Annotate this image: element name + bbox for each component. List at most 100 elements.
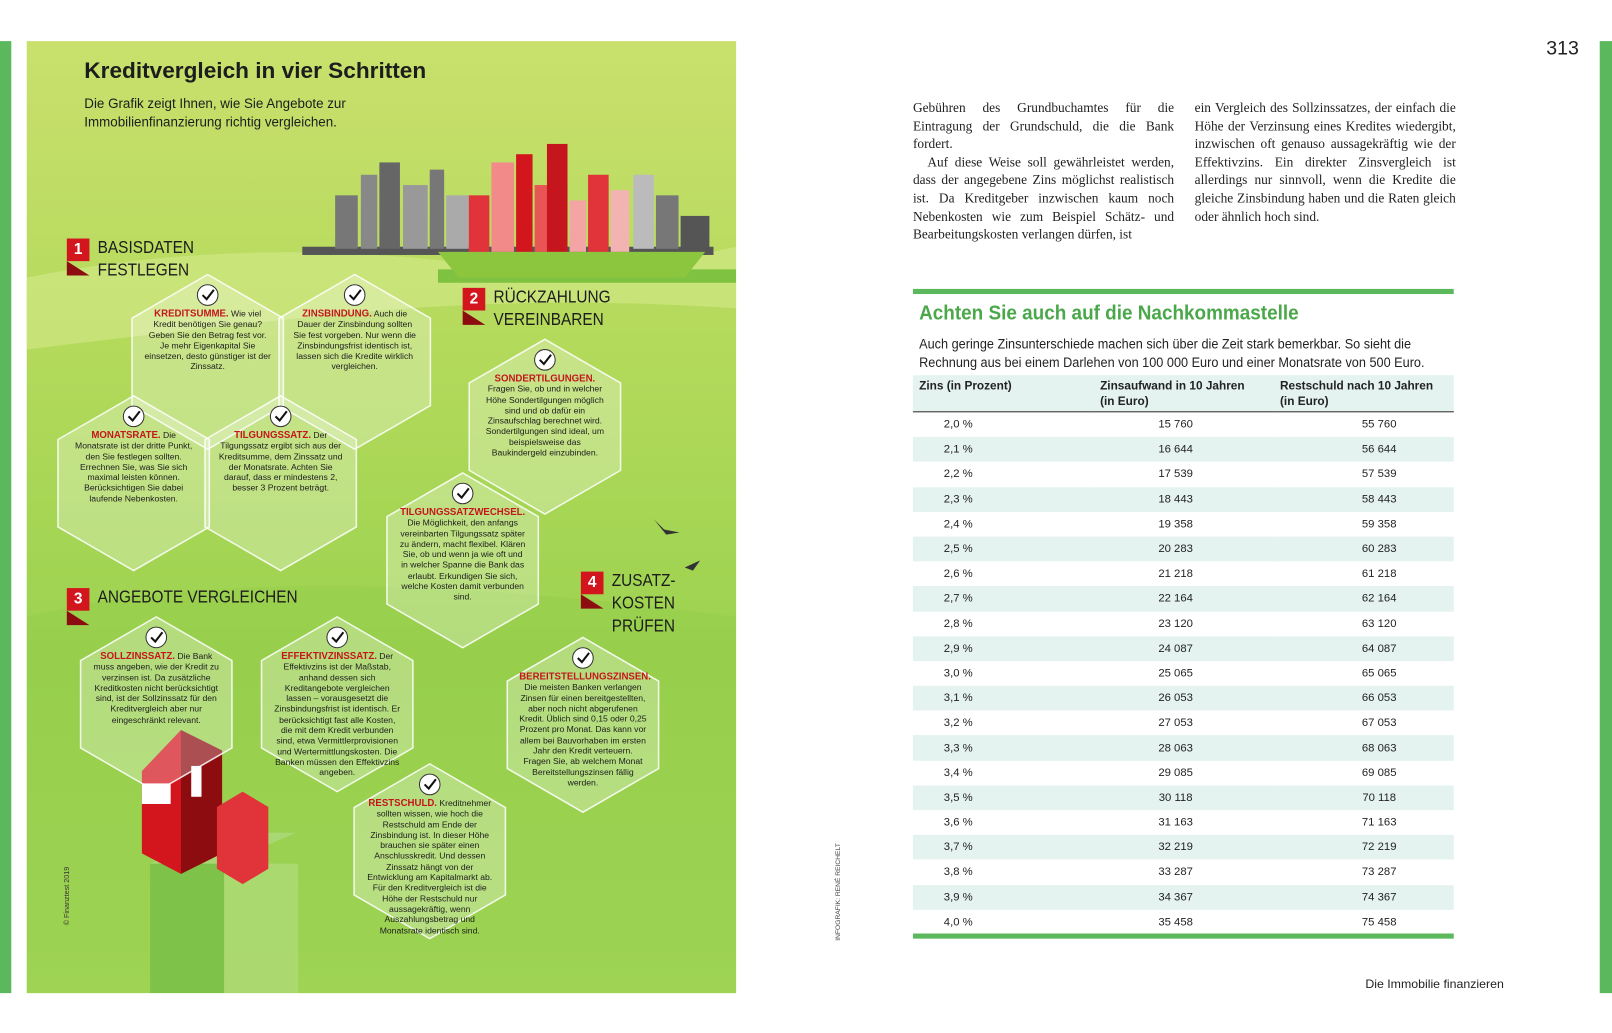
step-line: ZUSATZ- — [611, 570, 676, 591]
page-number: 313 — [1546, 38, 1579, 60]
hex-text: TILGUNGSSATZWECHSEL. Die Möglichkeit, de… — [399, 506, 526, 602]
table-row: 2,1 % 16 644 56 644 — [912, 437, 1454, 463]
table-cell: 64 087 — [1273, 636, 1454, 661]
hex-text: ZINSBINDUNG. Auch die Dauer der Zinsbind… — [291, 308, 418, 372]
check-circle — [343, 284, 366, 306]
table-cell: 23 120 — [1158, 617, 1193, 630]
table-cell: 2,8 % — [943, 617, 973, 630]
table-row: 3,9 % 34 367 74 367 — [912, 884, 1454, 910]
header-line: Restschuld nach 10 Jahren — [1279, 380, 1434, 393]
hexagon — [79, 615, 233, 793]
infographic-title: Kreditvergleich in vier Schritten — [84, 57, 427, 84]
table-cell: 2,9 % — [912, 636, 1094, 661]
step-text: ANGEBOTE VERGLEICHEN — [98, 586, 298, 609]
table-cell: 68 063 — [1273, 735, 1454, 761]
table-cell: 70 118 — [1273, 785, 1454, 811]
hexagon — [353, 762, 507, 940]
hexagon — [260, 615, 414, 793]
paragraph: Gebühren des Grundbuchamtes für die Eint… — [912, 99, 1175, 152]
table-cell: 2,6 % — [943, 567, 973, 581]
table-row: 2,0 % 15 760 55 760 — [913, 412, 1454, 437]
hexagon — [506, 636, 660, 814]
check-mark — [423, 778, 437, 791]
check-circle — [326, 626, 349, 649]
hex-text: BEREITSTELLUNGSZINSEN. Die meisten Banke… — [519, 671, 651, 788]
table-cell: 17 539 — [1158, 468, 1193, 481]
header-line: Zinsaufwand in 10 Jahren — [1100, 380, 1245, 393]
check-mark — [456, 487, 470, 500]
check-mark — [201, 289, 215, 301]
table-cell: 74 367 — [1273, 884, 1454, 910]
hex-label: SOLLZINSSATZ. — [100, 649, 176, 662]
city-skyline — [302, 143, 714, 278]
table-cell: 67 053 — [1361, 716, 1397, 730]
table-cell: 65 065 — [1361, 667, 1397, 680]
check-circle — [451, 482, 474, 505]
table-cell: 21 218 — [1158, 567, 1193, 581]
step-line: BASISDATEN — [97, 237, 194, 258]
table-cell: 2,3 % — [912, 486, 1094, 512]
step-line: VEREINBAREN — [493, 309, 604, 329]
infographic-intro: Die Grafik zeigt Ihnen, wie Sie Angebote… — [84, 95, 346, 130]
table-row: 3,0 % 25 065 65 065 — [913, 661, 1454, 686]
hex-body: Der Tilgungssatz ergibt sich aus der Kre… — [218, 429, 343, 493]
check-circle — [122, 405, 145, 428]
header-line: (in Euro) — [1279, 395, 1329, 409]
table-row: 3,4 % 29 085 69 085 — [913, 760, 1454, 785]
table-cell: 3,2 % — [943, 716, 973, 730]
table-row: 3,7 % 32 219 72 219 — [912, 835, 1454, 860]
table-row: 3,5 % 30 118 70 118 — [912, 785, 1454, 811]
table-row: 2,7 % 22 164 62 164 — [912, 586, 1454, 612]
table-cell: 3,7 % — [912, 835, 1094, 860]
table-cell: 28 063 — [1093, 735, 1274, 761]
hexagon — [131, 273, 285, 451]
table-cell: 3,4 % — [943, 766, 973, 780]
table-row: 4,0 % 35 458 75 458 — [913, 910, 1454, 935]
text-column: Gebühren des Grundbuchamtes für die Eint… — [913, 99, 1174, 244]
check-mark — [127, 410, 141, 423]
table-cell: 2,4 % — [943, 518, 973, 531]
step-tail — [462, 310, 486, 325]
table-cell: 3,3 % — [912, 735, 1094, 761]
table-cell: 75 458 — [1361, 915, 1397, 929]
hex-body: Die Möglichkeit, den anfangs vereinbarte… — [399, 517, 526, 602]
infographic: Kreditvergleich in vier Schritten Die Gr… — [26, 41, 737, 994]
hex-text: RESTSCHULD. Kreditnehmer sollten wissen,… — [366, 796, 493, 936]
table-cell: 2,2 % — [943, 468, 973, 481]
hex-text: EFFEKTIVZINSSATZ. Der Effektivzins ist d… — [273, 649, 400, 778]
check-mark — [331, 631, 345, 644]
table-cell: 61 218 — [1361, 567, 1397, 581]
hex-body: Die Bank muss angeben, wie der Kredit zu… — [93, 650, 219, 725]
step-text: RÜCKZAHLUNG VEREINBAREN — [493, 286, 610, 331]
hexagon — [204, 394, 358, 572]
column-header: Restschuld nach 10 Jahren (in Euro) — [1273, 375, 1454, 413]
table-cell: 56 644 — [1273, 437, 1454, 463]
column-header: Zins (in Prozent) — [912, 375, 1094, 413]
check-mark — [274, 410, 288, 423]
table-cell: 66 053 — [1273, 685, 1454, 711]
hex-label: MONATSRATE. — [91, 428, 161, 441]
hexagon — [386, 472, 540, 649]
table-row: 2,8 % 23 120 63 120 — [913, 611, 1454, 636]
hex-label: EFFEKTIVZINSSATZ. — [281, 649, 377, 662]
hex-label: RESTSCHULD. — [368, 796, 437, 809]
header-line: (in Euro) — [1100, 395, 1149, 409]
step-badge: 4 — [580, 571, 604, 595]
box-rule — [912, 288, 1454, 295]
table-row: 2,4 % 19 358 59 358 — [913, 512, 1454, 537]
hexagon — [468, 338, 622, 515]
table-cell: 3,0 % — [943, 667, 973, 680]
paragraph: Auf diese Weise soll gewährleistet werde… — [912, 153, 1175, 242]
table-cell: 19 358 — [1158, 518, 1193, 531]
hex-body: Fragen Sie, ob und in welcher Höhe Sonde… — [485, 383, 605, 458]
step-line: FESTLEGEN — [97, 260, 190, 280]
table-row: 2,6 % 21 218 61 218 — [913, 561, 1454, 586]
table-row: 3,2 % 27 053 67 053 — [913, 711, 1454, 736]
birds — [653, 519, 701, 571]
table-cell: 15 760 — [1158, 418, 1193, 431]
step-text: ZUSATZ- KOSTEN PRÜFEN — [612, 570, 676, 638]
hex-label: SONDERTILGUNGEN. — [494, 372, 596, 384]
table-wrap: Zins (in Prozent) Zinsaufwand in 10 Jahre… — [912, 375, 1454, 935]
table-cell: 34 367 — [1093, 884, 1274, 910]
